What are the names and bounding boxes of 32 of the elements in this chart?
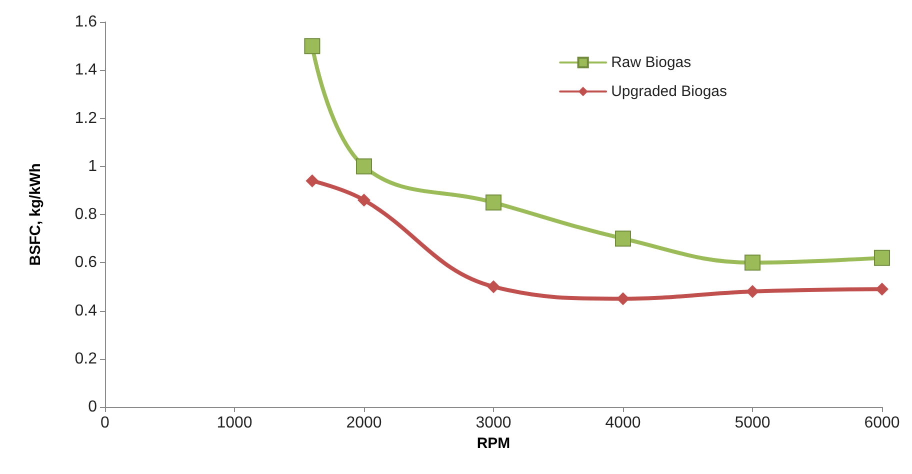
y-tick-label: 0.8 (74, 206, 98, 223)
point (306, 174, 319, 188)
x-tick-label: 3000 (476, 414, 512, 432)
legend-label: Upgraded Biogas (611, 83, 728, 100)
legend-label: Raw Biogas (611, 54, 692, 71)
x-tick-label: 0 (100, 414, 110, 432)
y-axis-title: BSFC, kg/kWh (27, 163, 44, 266)
x-tick-label: 6000 (864, 414, 900, 432)
y-tick-label: 1.4 (74, 62, 98, 79)
point (876, 282, 888, 296)
y-tick-label: 1 (88, 158, 98, 175)
point (616, 292, 630, 306)
point (358, 194, 370, 207)
x-tick-label: 2000 (346, 414, 382, 432)
point (744, 254, 760, 271)
y-tick-label: 0 (88, 398, 98, 416)
point (746, 285, 759, 298)
x-tick-label: 4000 (605, 414, 641, 432)
point (486, 194, 502, 210)
y-tick-label: 0.4 (74, 302, 98, 320)
y-tick-label: 1.2 (74, 110, 98, 127)
y-tick-label: 1.6 (74, 14, 98, 30)
point (615, 230, 631, 247)
point (487, 280, 500, 294)
x-tick-label: 5000 (734, 414, 770, 432)
point (356, 158, 372, 174)
point (304, 38, 320, 54)
y-tick-label: 0.2 (74, 350, 98, 368)
x-axis-title: RPM (476, 434, 510, 452)
x-tick-label: 1000 (216, 414, 252, 432)
point (874, 250, 890, 266)
y-tick-label: 0.6 (74, 254, 98, 272)
